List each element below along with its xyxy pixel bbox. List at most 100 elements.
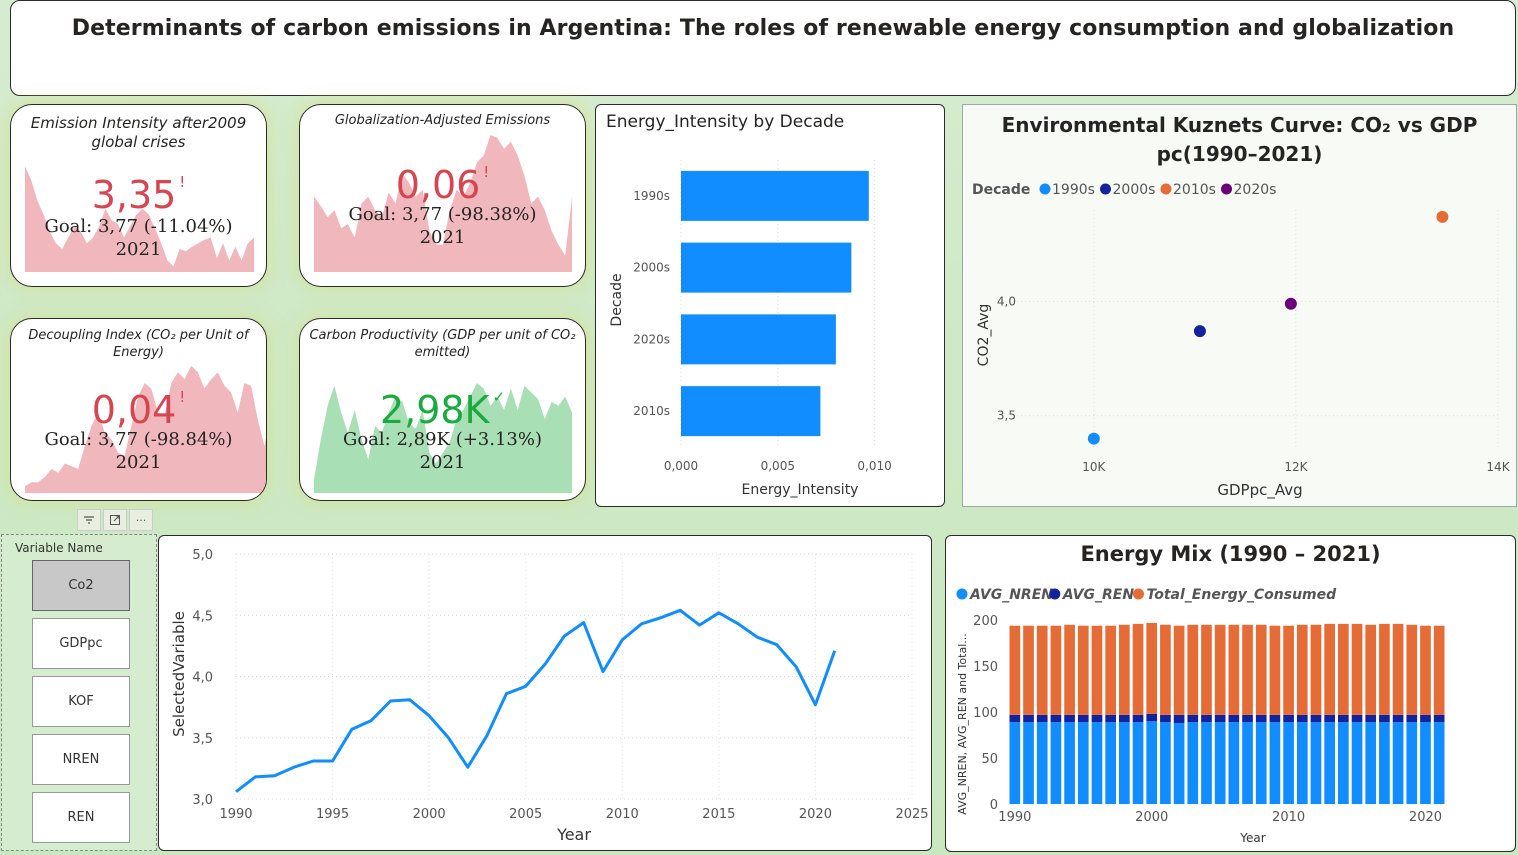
legend-label[interactable]: 2020s — [1234, 182, 1277, 198]
bar-segment-AVG_REN-1998[interactable] — [1119, 714, 1130, 723]
bar-segment-AVG_NREN-2001[interactable] — [1160, 722, 1171, 804]
bar-segment-AVG_NREN-2010[interactable] — [1283, 722, 1294, 804]
energy-intensity-chart-card[interactable]: Energy_Intensity by Decade Decade Energy… — [595, 104, 945, 507]
bar-segment-Total_Energy_Consumed-2011[interactable] — [1296, 624, 1308, 715]
bar-2000s[interactable] — [681, 242, 852, 293]
bar-segment-AVG_REN-2006[interactable] — [1228, 714, 1240, 723]
bar-segment-Total_Energy_Consumed-2004[interactable] — [1201, 624, 1212, 715]
bar-segment-AVG_REN-2011[interactable] — [1296, 714, 1308, 723]
bar-segment-AVG_REN-2005[interactable] — [1214, 714, 1226, 723]
bar-segment-Total_Energy_Consumed-2012[interactable] — [1310, 624, 1322, 715]
bar-segment-Total_Energy_Consumed-1990[interactable] — [1009, 625, 1021, 715]
bar-segment-Total_Energy_Consumed-1998[interactable] — [1119, 624, 1130, 715]
scatter-point-2000s[interactable] — [1192, 324, 1207, 339]
bar-segment-AVG_NREN-2007[interactable] — [1242, 722, 1253, 804]
bar-segment-AVG_NREN-2015[interactable] — [1351, 722, 1363, 804]
bar-segment-Total_Energy_Consumed-2020[interactable] — [1420, 625, 1431, 715]
bar-segment-AVG_REN-2020[interactable] — [1420, 714, 1431, 723]
bar-segment-Total_Energy_Consumed-2001[interactable] — [1160, 624, 1171, 715]
scatter-point-1990s[interactable] — [1086, 431, 1101, 446]
bar-segment-Total_Energy_Consumed-1999[interactable] — [1132, 623, 1144, 715]
bar-segment-AVG_REN-1993[interactable] — [1050, 714, 1062, 723]
more-options-icon[interactable]: ··· — [129, 509, 153, 531]
bar-segment-Total_Energy_Consumed-1997[interactable] — [1105, 625, 1116, 715]
filter-icon[interactable] — [77, 509, 101, 531]
bar-segment-AVG_NREN-2021[interactable] — [1433, 722, 1445, 804]
bar-segment-AVG_NREN-2018[interactable] — [1392, 722, 1404, 804]
bar-segment-AVG_NREN-1993[interactable] — [1050, 722, 1062, 804]
slicer-item-kof[interactable]: KOF — [32, 676, 130, 727]
bar-segment-Total_Energy_Consumed-2007[interactable] — [1242, 624, 1253, 715]
bar-segment-AVG_REN-2015[interactable] — [1351, 714, 1363, 723]
bar-segment-AVG_NREN-1991[interactable] — [1023, 722, 1034, 804]
bar-segment-Total_Energy_Consumed-2008[interactable] — [1255, 624, 1267, 715]
slicer-item-ren[interactable]: REN — [32, 792, 130, 843]
bar-segment-AVG_NREN-2003[interactable] — [1187, 722, 1199, 804]
bar-segment-AVG_REN-2000[interactable] — [1146, 713, 1158, 722]
bar-segment-AVG_NREN-2011[interactable] — [1296, 722, 1308, 804]
bar-segment-AVG_REN-1996[interactable] — [1091, 714, 1103, 723]
bar-segment-AVG_NREN-1992[interactable] — [1036, 722, 1048, 804]
bar-segment-Total_Energy_Consumed-1991[interactable] — [1023, 625, 1034, 715]
bar-segment-AVG_REN-2001[interactable] — [1160, 714, 1171, 723]
energy-mix-card[interactable]: Energy Mix (1990 – 2021) Year AVG_NREN, … — [945, 535, 1516, 852]
legend-label[interactable]: AVG_NREN — [969, 587, 1053, 603]
legend-label[interactable]: 2010s — [1173, 182, 1216, 198]
scatter-point-2010s[interactable] — [1435, 209, 1450, 224]
bar-segment-AVG_NREN-2014[interactable] — [1338, 722, 1349, 804]
slicer-item-gdppc[interactable]: GDPpc — [32, 618, 130, 669]
bar-segment-AVG_NREN-2012[interactable] — [1310, 722, 1322, 804]
bar-segment-AVG_NREN-1995[interactable] — [1077, 722, 1089, 804]
bar-segment-AVG_NREN-2019[interactable] — [1406, 722, 1418, 804]
bar-segment-Total_Energy_Consumed-2003[interactable] — [1187, 624, 1199, 715]
bar-segment-Total_Energy_Consumed-2013[interactable] — [1324, 623, 1335, 715]
bar-segment-Total_Energy_Consumed-2014[interactable] — [1338, 623, 1349, 715]
bar-segment-AVG_REN-1997[interactable] — [1105, 714, 1116, 723]
bar-segment-Total_Energy_Consumed-2006[interactable] — [1228, 624, 1240, 715]
bar-segment-AVG_NREN-1990[interactable] — [1009, 722, 1021, 804]
bar-segment-AVG_NREN-1999[interactable] — [1132, 722, 1144, 804]
legend-label[interactable]: AVG_REN — [1062, 587, 1135, 603]
bar-2010s[interactable] — [681, 386, 821, 437]
bar-segment-AVG_NREN-2002[interactable] — [1173, 723, 1185, 804]
bar-segment-AVG_REN-2009[interactable] — [1269, 714, 1281, 723]
bar-segment-AVG_REN-2016[interactable] — [1365, 714, 1377, 723]
bar-segment-AVG_NREN-2008[interactable] — [1255, 722, 1267, 804]
bar-segment-Total_Energy_Consumed-2018[interactable] — [1392, 623, 1404, 715]
bar-segment-AVG_REN-2003[interactable] — [1187, 714, 1199, 723]
bar-segment-AVG_NREN-2005[interactable] — [1214, 722, 1226, 804]
kpi-card-emission-intensity[interactable]: Emission Intensity after2009 global cris… — [10, 104, 267, 287]
bar-segment-AVG_REN-2019[interactable] — [1406, 714, 1418, 723]
bar-segment-AVG_NREN-2013[interactable] — [1324, 722, 1335, 804]
bar-segment-AVG_NREN-2017[interactable] — [1379, 722, 1390, 804]
kpi-card-globalization-adjusted[interactable]: Globalization-Adjusted Emissions 0,06! G… — [299, 104, 586, 287]
bar-segment-AVG_REN-2018[interactable] — [1392, 714, 1404, 723]
focus-mode-icon[interactable] — [103, 509, 127, 531]
bar-segment-AVG_REN-1990[interactable] — [1009, 714, 1021, 723]
bar-segment-AVG_REN-2012[interactable] — [1310, 714, 1322, 723]
bar-segment-Total_Energy_Consumed-2000[interactable] — [1146, 622, 1158, 714]
kpi-card-carbon-productivity[interactable]: Carbon Productivity (GDP per unit of CO₂… — [299, 318, 586, 501]
bar-segment-AVG_NREN-2020[interactable] — [1420, 722, 1431, 804]
bar-segment-AVG_REN-2021[interactable] — [1433, 714, 1445, 723]
selected-variable-line-card[interactable]: Year SelectedVariable 5,0 4,5 4,0 3,5 3,0 199… — [158, 535, 932, 851]
bar-segment-Total_Energy_Consumed-2016[interactable] — [1365, 624, 1377, 715]
legend-label[interactable]: 2000s — [1113, 182, 1156, 198]
bar-segment-AVG_REN-2007[interactable] — [1242, 714, 1253, 723]
bar-segment-AVG_NREN-2004[interactable] — [1201, 722, 1212, 804]
bar-segment-AVG_REN-2017[interactable] — [1379, 714, 1390, 723]
series-line[interactable] — [235, 608, 837, 793]
bar-1990s[interactable] — [681, 170, 869, 221]
bar-segment-Total_Energy_Consumed-1995[interactable] — [1077, 625, 1089, 715]
bar-segment-AVG_NREN-2009[interactable] — [1269, 722, 1281, 804]
bar-segment-Total_Energy_Consumed-2002[interactable] — [1173, 625, 1185, 715]
bar-segment-AVG_NREN-1994[interactable] — [1064, 722, 1075, 804]
bar-segment-AVG_REN-1994[interactable] — [1064, 714, 1075, 723]
bar-segment-Total_Energy_Consumed-1994[interactable] — [1064, 624, 1075, 715]
bar-segment-AVG_REN-2004[interactable] — [1201, 714, 1212, 723]
bar-segment-Total_Energy_Consumed-2019[interactable] — [1406, 624, 1418, 715]
bar-segment-AVG_NREN-1997[interactable] — [1105, 722, 1116, 804]
bar-segment-AVG_REN-2002[interactable] — [1173, 714, 1185, 724]
bar-segment-AVG_NREN-1998[interactable] — [1119, 722, 1130, 804]
bar-segment-Total_Energy_Consumed-2009[interactable] — [1269, 625, 1281, 715]
